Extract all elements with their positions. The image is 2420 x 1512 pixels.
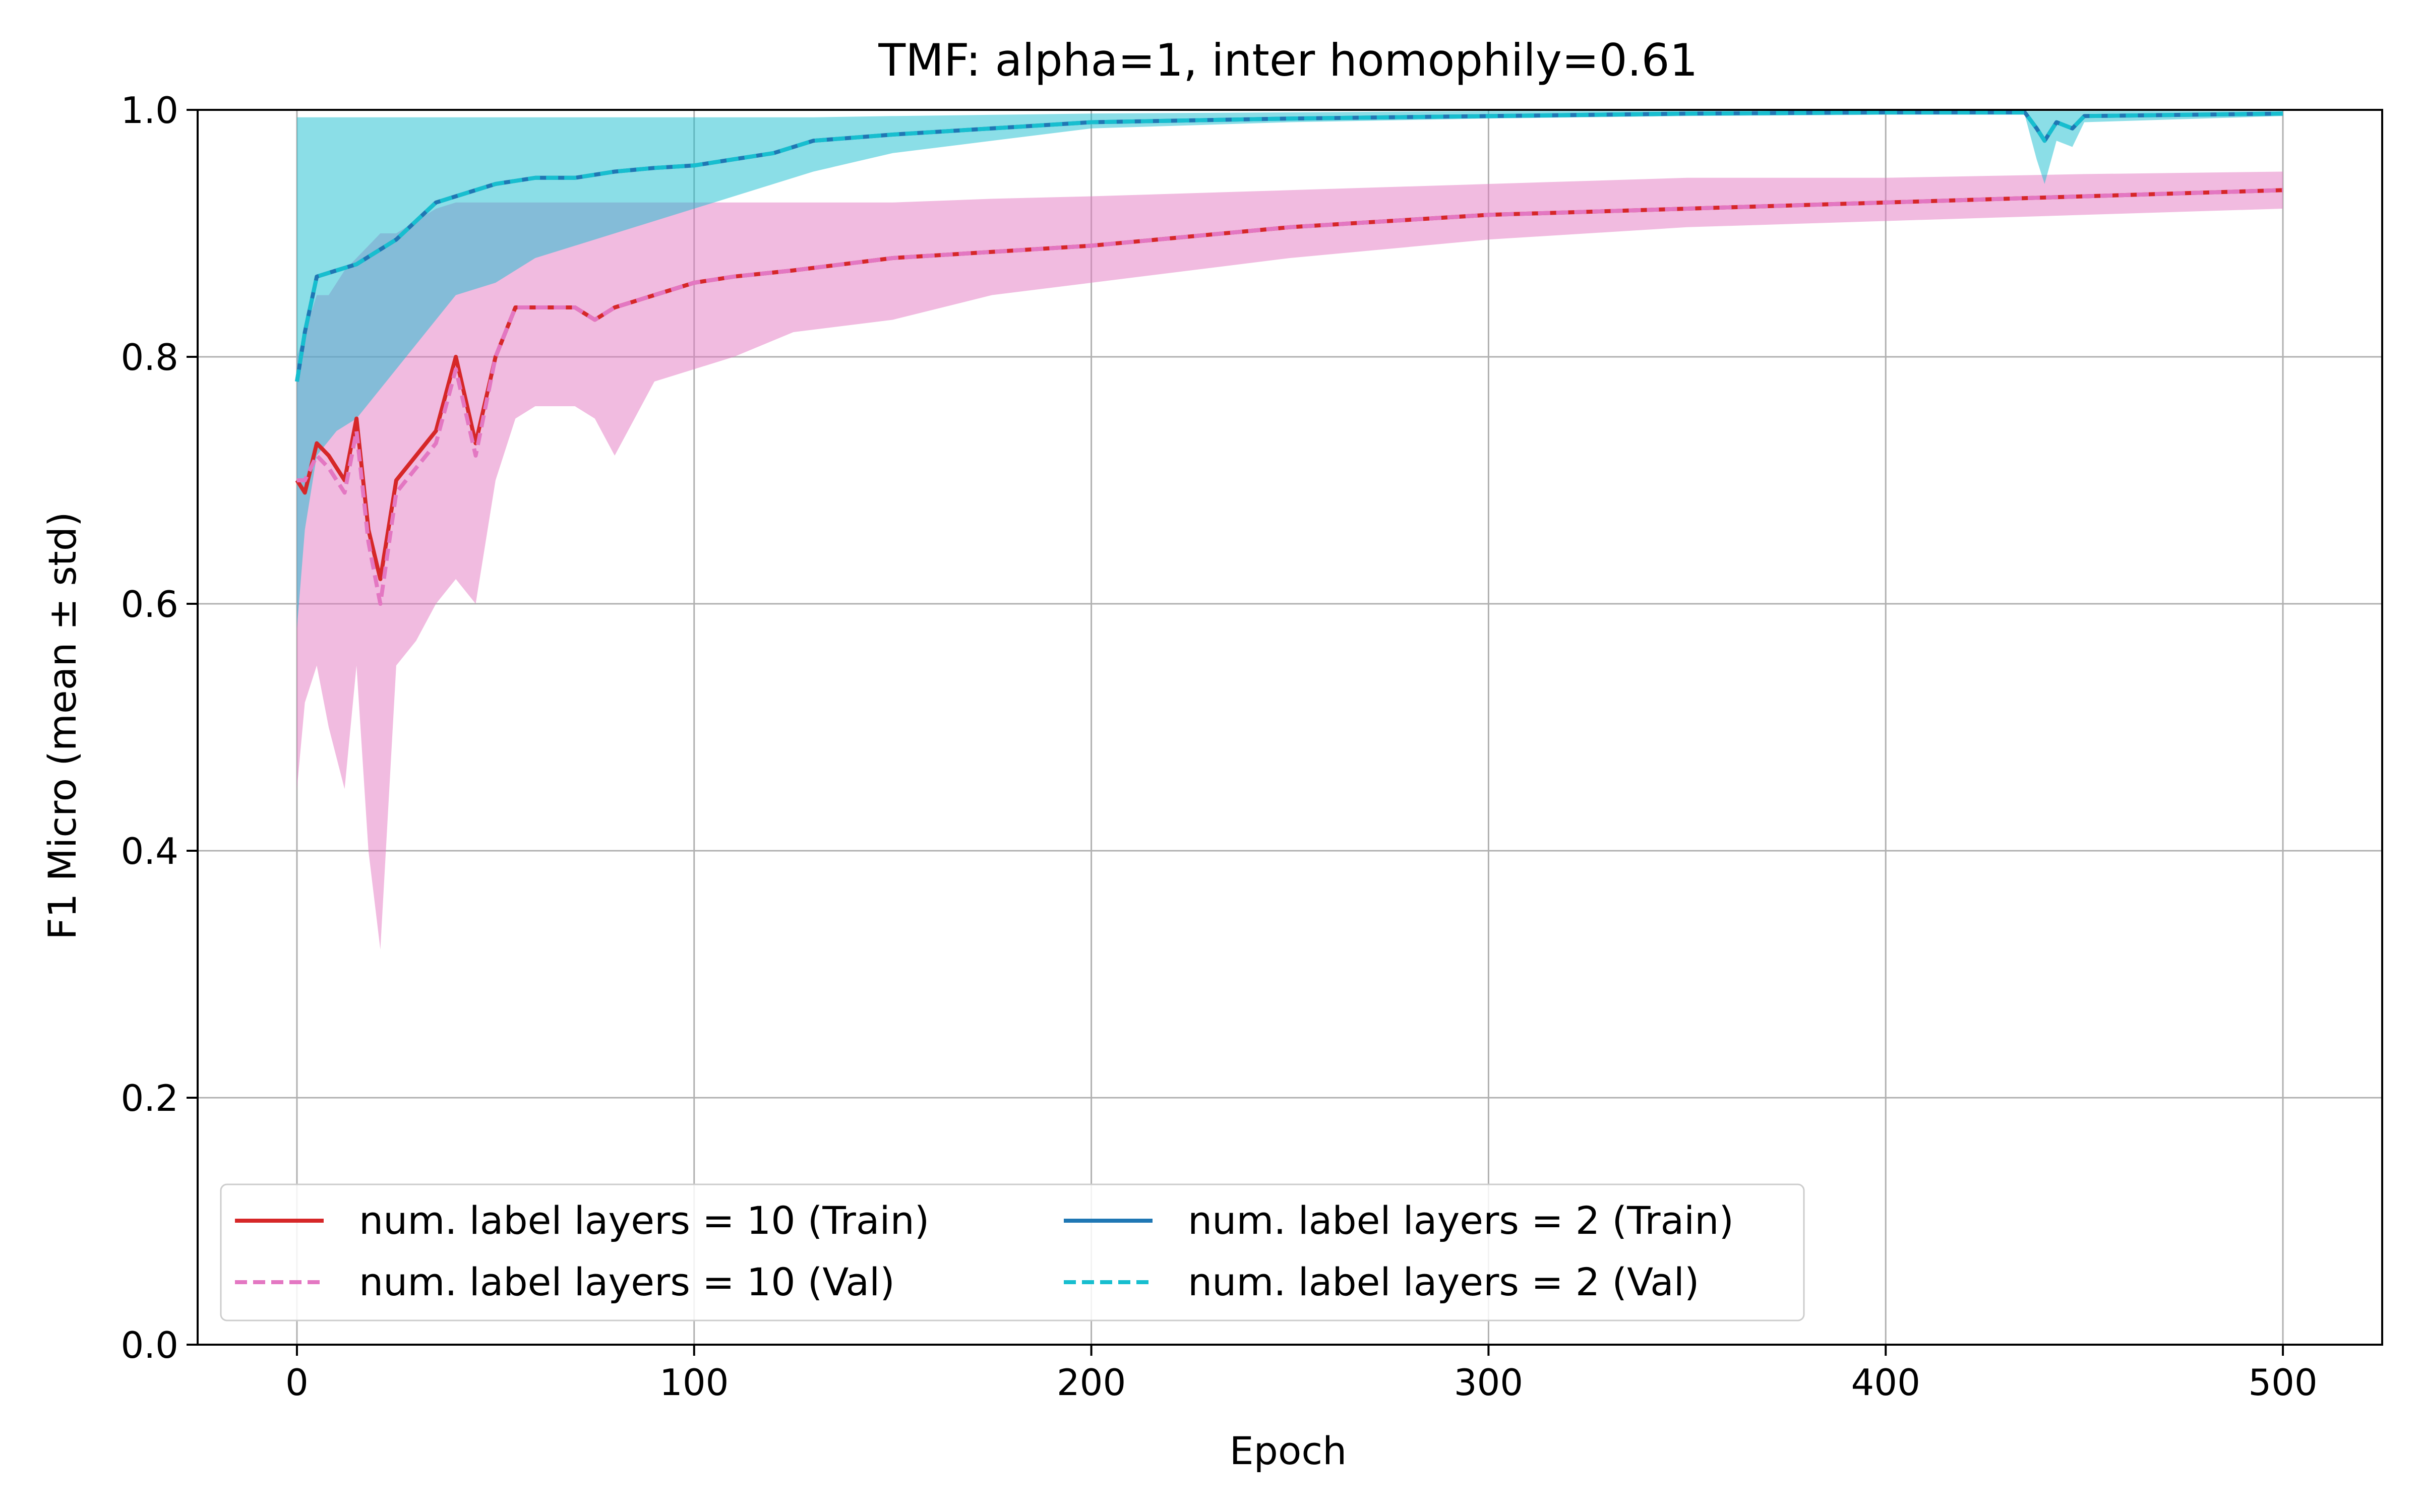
- y-tick-label: 0.8: [120, 336, 178, 379]
- series-line: [297, 188, 2283, 606]
- legend-label: num. label layers = 2 (Train): [1188, 1198, 1734, 1243]
- plot-frame: [197, 109, 2383, 1346]
- std-band: [297, 111, 2283, 628]
- x-tick-label: 0: [285, 1361, 309, 1404]
- y-tick-label: 0.0: [120, 1324, 178, 1366]
- series-line: [295, 110, 2283, 382]
- x-axis-label: Epoch: [1230, 1428, 1347, 1473]
- legend: num. label layers = 10 (Train) num. label…: [220, 1183, 1805, 1321]
- legend-box: [220, 1183, 1805, 1321]
- y-tick-label: 0.6: [120, 583, 178, 625]
- y-tick-label: 0.4: [120, 830, 178, 872]
- x-tick-label: 300: [1454, 1361, 1523, 1404]
- x-tick-label: 400: [1851, 1361, 1920, 1404]
- legend-label: num. label layers = 10 (Val): [359, 1259, 895, 1304]
- y-axis-label: F1 Micro (mean ± std): [40, 512, 85, 939]
- chart-title: TMF: alpha=1, inter homophily=0.61: [878, 34, 1698, 86]
- x-tick-label: 500: [2248, 1361, 2317, 1404]
- axis-ticks: 0 100 200 300 400 500 0.0 0.2 0.4 0.6 0.8 1.0: [120, 89, 2317, 1404]
- legend-label: num. label layers = 2 (Val): [1188, 1259, 1700, 1304]
- legend-label: num. label layers = 10 (Train): [359, 1198, 929, 1243]
- std-bands: [297, 111, 2283, 950]
- series-lines: [295, 110, 2283, 606]
- x-tick-label: 200: [1057, 1361, 1126, 1404]
- y-tick-label: 0.2: [120, 1077, 178, 1119]
- x-tick-label: 100: [659, 1361, 729, 1404]
- y-tick-label: 1.0: [120, 89, 178, 132]
